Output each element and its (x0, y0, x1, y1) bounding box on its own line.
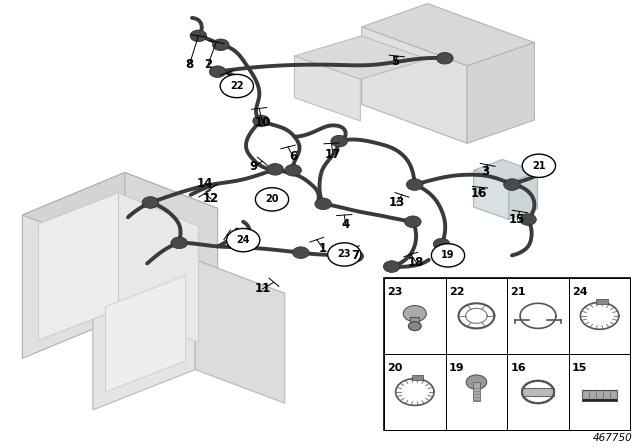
Circle shape (255, 188, 289, 211)
Polygon shape (125, 172, 218, 352)
Text: 19: 19 (441, 250, 455, 260)
Bar (596, 299, 608, 304)
Text: 10: 10 (254, 116, 271, 129)
Circle shape (227, 228, 260, 252)
Circle shape (209, 66, 226, 78)
Circle shape (347, 250, 364, 262)
Text: 5: 5 (392, 55, 399, 69)
Text: 17: 17 (324, 148, 341, 161)
Circle shape (171, 237, 188, 249)
Bar (445, 354, 507, 430)
Circle shape (408, 322, 421, 331)
Text: 1: 1 (319, 242, 327, 255)
Bar (507, 278, 569, 354)
Text: 6: 6 (289, 150, 297, 164)
Polygon shape (195, 260, 285, 403)
Bar (384, 354, 445, 430)
Circle shape (190, 30, 207, 42)
Polygon shape (93, 260, 195, 410)
Polygon shape (362, 27, 467, 143)
Polygon shape (509, 172, 538, 220)
Text: 15: 15 (572, 363, 588, 373)
Bar (384, 278, 445, 354)
Bar (582, 390, 617, 399)
Bar (410, 317, 419, 326)
Circle shape (406, 179, 423, 190)
Polygon shape (294, 56, 360, 121)
Bar (412, 375, 423, 380)
Text: 13: 13 (388, 196, 405, 209)
Text: 22: 22 (449, 287, 464, 297)
Circle shape (328, 243, 361, 266)
Text: 9: 9 (250, 160, 257, 173)
Polygon shape (467, 43, 534, 143)
Circle shape (383, 261, 400, 272)
Circle shape (433, 238, 450, 250)
Text: 3: 3 (481, 164, 489, 178)
Text: 7: 7 (351, 249, 359, 262)
Bar (384, 278, 630, 430)
Bar (507, 354, 569, 430)
Bar (472, 382, 480, 401)
Circle shape (285, 164, 301, 176)
Circle shape (315, 198, 332, 210)
Text: 18: 18 (408, 255, 424, 269)
Text: 20: 20 (387, 363, 403, 373)
Polygon shape (38, 193, 118, 340)
Bar (445, 278, 507, 354)
Polygon shape (93, 260, 285, 334)
Text: 16: 16 (510, 363, 526, 373)
Text: 24: 24 (572, 287, 588, 297)
Text: 14: 14 (196, 177, 213, 190)
Text: 11: 11 (254, 282, 271, 296)
Text: 21: 21 (510, 287, 526, 297)
Text: 16: 16 (470, 187, 487, 200)
Circle shape (522, 154, 556, 177)
Polygon shape (474, 170, 509, 220)
Text: 4: 4 (342, 217, 349, 231)
Polygon shape (22, 172, 218, 251)
Polygon shape (362, 4, 534, 66)
Circle shape (212, 39, 229, 51)
Polygon shape (474, 159, 538, 183)
Polygon shape (22, 172, 125, 358)
Text: 22: 22 (230, 81, 244, 91)
Circle shape (436, 52, 453, 64)
Circle shape (267, 164, 284, 175)
Text: 24: 24 (236, 235, 250, 245)
Circle shape (404, 216, 421, 228)
Circle shape (253, 115, 269, 127)
Circle shape (331, 135, 348, 147)
Circle shape (142, 197, 159, 208)
Text: 467750: 467750 (593, 433, 632, 443)
Polygon shape (522, 388, 554, 396)
Text: 8: 8 (186, 58, 193, 71)
Text: 15: 15 (509, 213, 525, 226)
Bar (582, 399, 617, 401)
Circle shape (220, 74, 253, 98)
Text: 19: 19 (449, 363, 464, 373)
Text: 21: 21 (532, 161, 546, 171)
Text: 20: 20 (265, 194, 279, 204)
Circle shape (403, 306, 426, 322)
Text: 23: 23 (387, 287, 403, 297)
Polygon shape (118, 193, 198, 343)
Text: 23: 23 (337, 250, 351, 259)
Circle shape (504, 179, 520, 190)
Polygon shape (294, 36, 428, 79)
Text: 2: 2 (204, 58, 212, 72)
Polygon shape (106, 276, 186, 392)
Circle shape (466, 375, 486, 389)
Circle shape (520, 214, 536, 225)
Bar (569, 278, 630, 354)
Circle shape (431, 244, 465, 267)
Circle shape (292, 247, 309, 258)
Text: 12: 12 (203, 192, 220, 206)
Bar (569, 354, 630, 430)
